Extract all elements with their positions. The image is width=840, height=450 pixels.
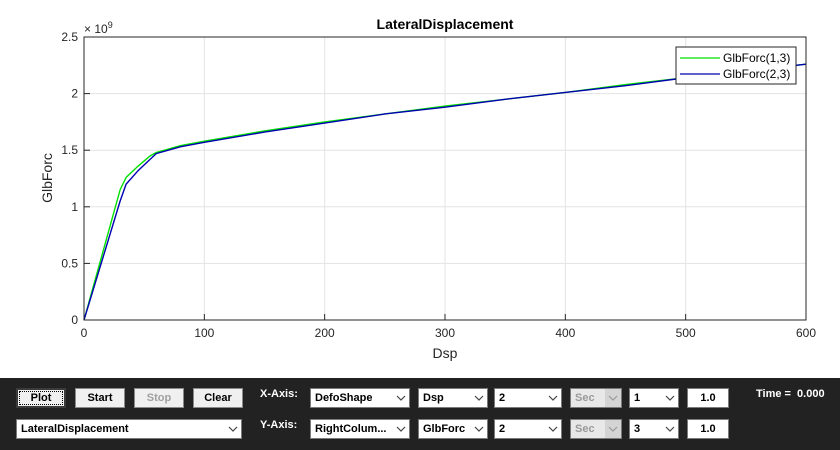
x-component-value: 2	[499, 392, 506, 404]
y-axis-label-text: Y-Axis:	[260, 419, 298, 431]
plot-button[interactable]: Plot	[16, 388, 66, 408]
y-index-value: 3	[634, 423, 641, 435]
x-tick-label: 0	[81, 326, 88, 340]
x-time-unit-value: Sec	[575, 392, 595, 404]
x-response-select[interactable]: Dsp	[418, 388, 488, 408]
chevron-down-icon	[662, 420, 678, 438]
x-tick-label: 100	[194, 326, 214, 340]
x-time-unit-select[interactable]: Sec	[570, 388, 622, 408]
y-tick-label: 1.5	[61, 143, 78, 157]
x-tick-label: 200	[315, 326, 335, 340]
y-scale-input[interactable]: 1.0	[687, 419, 729, 439]
x-tick-label: 300	[435, 326, 455, 340]
x-response-value: Dsp	[423, 392, 444, 404]
y-time-unit-value: Sec	[575, 423, 595, 435]
y-tick-label: 1	[71, 200, 78, 214]
grid-lines	[84, 37, 806, 320]
chevron-down-icon	[225, 420, 241, 438]
series-line-2	[83, 63, 807, 321]
y-axis-label: GlbForc	[39, 153, 55, 203]
y-exponent-base: × 10	[84, 22, 108, 36]
tick-layer: 0 100 200 300 400 500 600 0 0.5 1 1.5 2 2.5	[61, 30, 816, 340]
plot-area: 0 100 200 300 400 500 600 0 0.5 1 1.5 2 2.5 LateralD…	[39, 16, 817, 361]
legend-label-series-2: GlbForc(2,3)	[723, 67, 790, 81]
series-line-1	[83, 63, 807, 321]
x-tick-label: 600	[796, 326, 816, 340]
series-layer	[83, 63, 807, 321]
y-tick-label: 0.5	[61, 256, 78, 270]
x-component-select[interactable]: 2	[494, 388, 562, 408]
legend-box	[675, 46, 797, 85]
clear-button[interactable]: Clear	[193, 388, 243, 408]
chevron-down-icon	[605, 389, 621, 407]
y-component-value: 2	[499, 423, 506, 435]
chevron-down-icon	[662, 389, 678, 407]
line-chart: 0 100 200 300 400 500 600 0 0.5 1 1.5 2 2.5 LateralD…	[39, 16, 816, 361]
y-response-value: GlbForc	[423, 423, 466, 435]
chevron-down-icon	[605, 420, 621, 438]
legend-label-series-1: GlbForc(1,3)	[723, 51, 790, 65]
control-panel: Plot Start Stop Clear LateralDisplacemen…	[0, 378, 840, 450]
x-axis-label-text: X-Axis:	[260, 388, 298, 400]
legend[interactable]: GlbForc(1,3) GlbForc(2,3)	[675, 46, 797, 85]
x-tick-label: 400	[555, 326, 575, 340]
chevron-down-icon	[393, 389, 409, 407]
x-index-select[interactable]: 1	[629, 388, 679, 408]
start-button[interactable]: Start	[75, 388, 125, 408]
y-exponent-multiplier: × 109	[84, 20, 113, 36]
y-index-select[interactable]: 3	[629, 419, 679, 439]
time-value: 0.000	[797, 388, 825, 400]
y-tick-label: 2	[71, 87, 78, 101]
y-exponent-power: 9	[108, 20, 113, 30]
y-time-unit-select[interactable]: Sec	[570, 419, 622, 439]
recorder-select[interactable]: LateralDisplacement	[16, 419, 242, 439]
y-recorder-select[interactable]: RightColum...	[310, 419, 410, 439]
x-scale-input[interactable]: 1.0	[687, 388, 729, 408]
chevron-down-icon	[545, 420, 561, 438]
y-tick-label: 0	[71, 313, 78, 327]
x-recorder-select[interactable]: DefoShape	[310, 388, 410, 408]
recorder-select-value: LateralDisplacement	[21, 423, 129, 435]
stop-button[interactable]: Stop	[134, 388, 184, 408]
chevron-down-icon	[393, 420, 409, 438]
chart-title: LateralDisplacement	[377, 16, 514, 32]
chevron-down-icon	[471, 420, 487, 438]
chevron-down-icon	[471, 389, 487, 407]
y-component-select[interactable]: 2	[494, 419, 562, 439]
x-recorder-value: DefoShape	[315, 392, 373, 404]
x-axis-label: Dsp	[433, 345, 458, 361]
y-response-select[interactable]: GlbForc	[418, 419, 488, 439]
x-index-value: 1	[634, 392, 641, 404]
x-tick-label: 500	[676, 326, 696, 340]
time-label: Time =	[756, 388, 791, 400]
y-recorder-value: RightColum...	[315, 423, 387, 435]
chevron-down-icon	[545, 389, 561, 407]
y-tick-label: 2.5	[61, 30, 78, 44]
time-readout: Time = 0.000	[756, 388, 825, 400]
